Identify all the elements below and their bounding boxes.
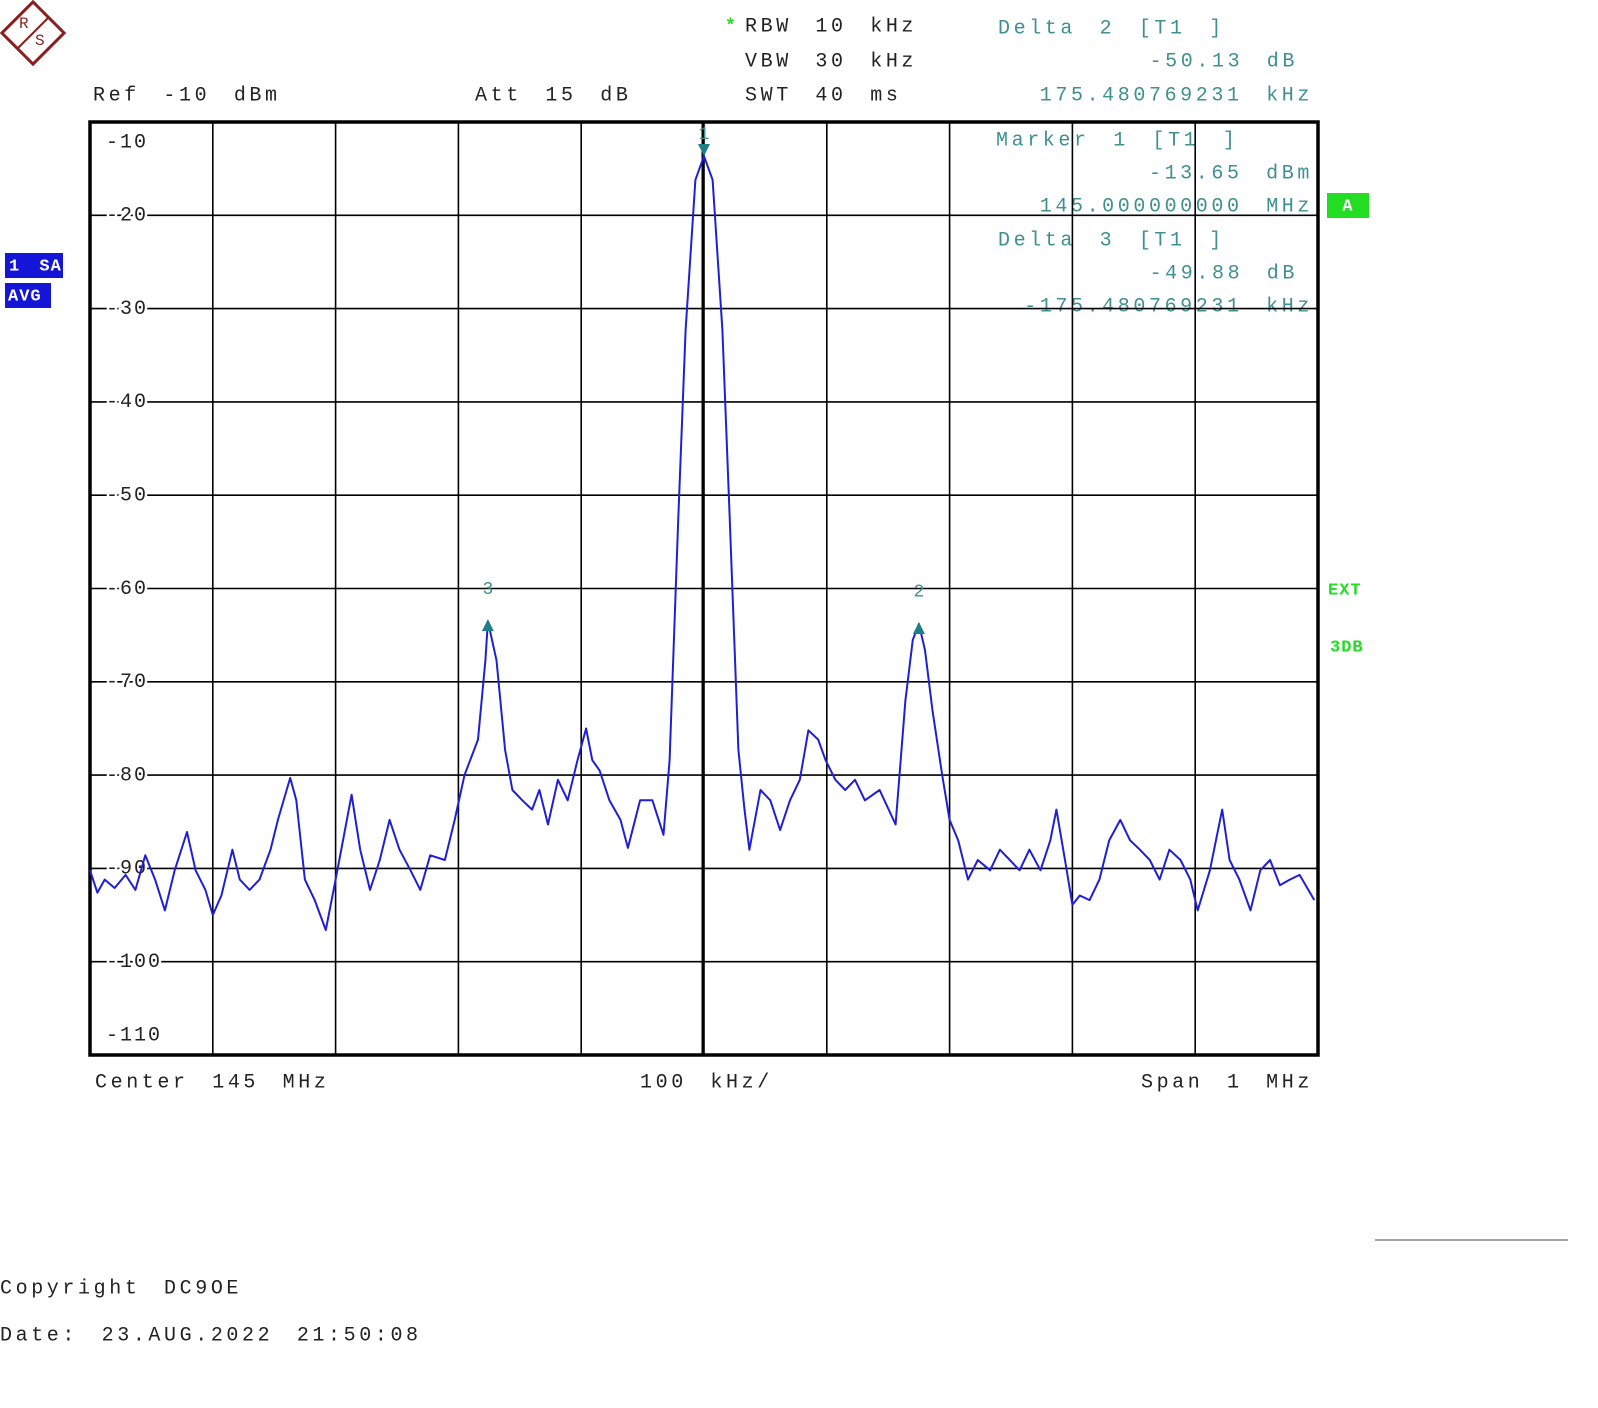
readout-freq: 145.000000000 MHz: [1040, 195, 1313, 218]
marker: [698, 144, 710, 157]
marker-label: 2: [913, 583, 924, 603]
marker-label: 1: [699, 125, 710, 145]
y-tick-label: -30: [106, 298, 148, 321]
rbw: RBW 10 kHz: [745, 15, 917, 38]
mode-badge: [5, 283, 51, 308]
mode-badge-label: AVG: [8, 287, 42, 306]
y-tick-label: -60: [106, 578, 148, 601]
span: Span 1 MHz: [1141, 1071, 1313, 1094]
copyright: Copyright DC9OE: [0, 1277, 242, 1300]
db-flag: 3DB: [1330, 638, 1364, 657]
marker: [481, 619, 494, 632]
logo-letter: R: [19, 15, 29, 33]
screen-badge-label: A: [1342, 197, 1353, 216]
readout-level: -13.65 dBm: [1149, 162, 1313, 185]
logo-letter: S: [35, 32, 45, 50]
rbw-star: *: [725, 17, 737, 37]
y-tick-label: -20: [106, 205, 148, 228]
marker-label: 3: [482, 580, 493, 600]
attenuation: Att 15 dB: [475, 84, 631, 107]
ref-level: Ref -10 dBm: [93, 84, 281, 107]
readout-title: Delta 2 [T1 ]: [998, 17, 1225, 40]
date: Date: 23.AUG.2022 21:50:08: [0, 1324, 422, 1347]
division: 100 kHz/: [640, 1071, 773, 1094]
y-tick-label: -40: [106, 391, 148, 414]
y-tick-label: -70: [106, 671, 148, 694]
readout-title: Delta 3 [T1 ]: [998, 229, 1225, 252]
readout-freq: 175.480769231 kHz: [1040, 84, 1313, 107]
center-frequency: Center 145 MHz: [95, 1071, 329, 1094]
vbw: VBW 30 kHz: [745, 50, 917, 73]
readout-freq: -175.480769231 kHz: [1024, 295, 1313, 318]
screen-badge: [1327, 193, 1369, 218]
readout-level: -50.13 dB: [1150, 50, 1298, 73]
logo: R S: [0, 0, 67, 67]
y-tick-label: -10: [106, 131, 148, 154]
ext-flag: EXT: [1328, 581, 1362, 600]
y-tick-label: -50: [106, 484, 148, 507]
readout-title: Marker 1 [T1 ]: [996, 129, 1238, 152]
readout-level: -49.88 dB: [1150, 262, 1298, 285]
logo-slash: [16, 16, 50, 50]
swt: SWT 40 ms: [745, 84, 901, 107]
plot-frame: [88, 120, 1320, 1057]
y-tick-label: -80: [106, 764, 148, 787]
marker: [912, 621, 925, 634]
trace-badge-label: 1 SA: [9, 257, 62, 276]
trace-badge: [5, 253, 63, 278]
trace: [89, 155, 1316, 931]
y-tick-label: -100: [106, 951, 162, 974]
y-tick-label: -110: [106, 1024, 162, 1047]
